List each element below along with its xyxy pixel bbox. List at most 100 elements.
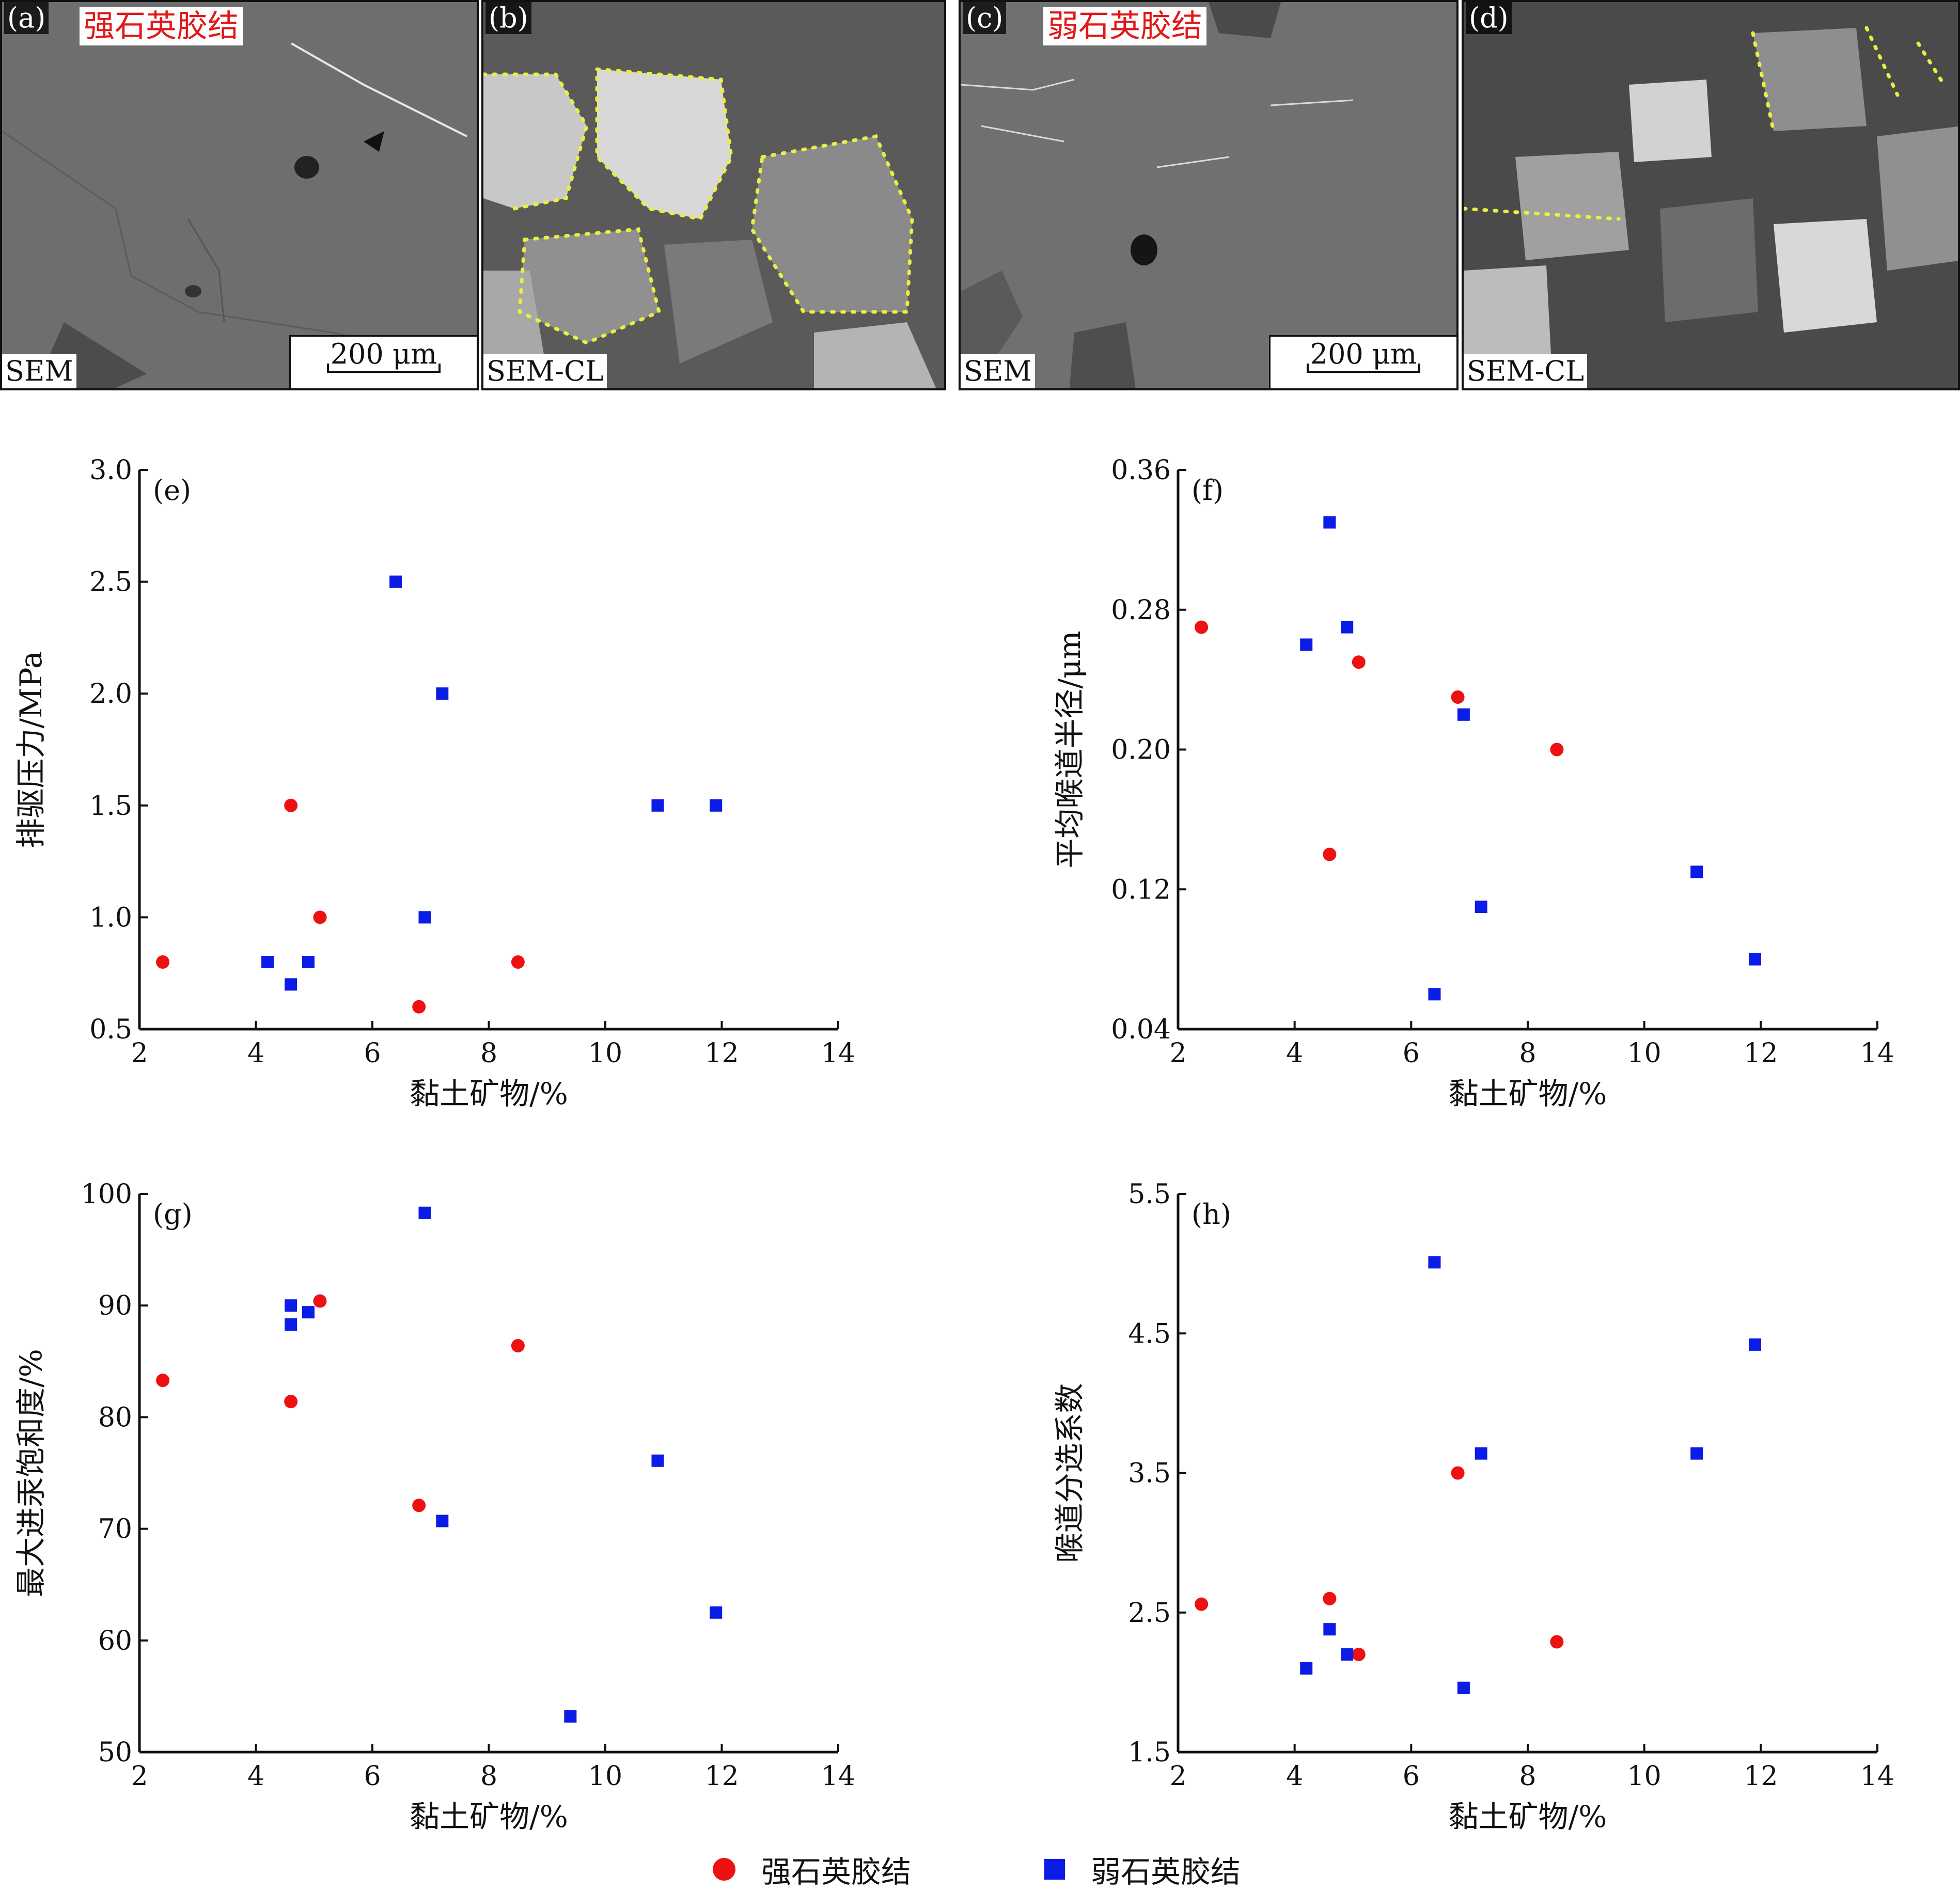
data-point-weak xyxy=(1475,901,1487,913)
data-point-weak xyxy=(285,1318,297,1331)
data-point-weak xyxy=(1323,516,1336,529)
x-axis-label: 黏土矿物/% xyxy=(1449,1076,1607,1111)
legend-circle-marker xyxy=(713,1858,735,1881)
data-point-weak xyxy=(418,1206,431,1219)
y-tick-label: 90 xyxy=(98,1290,132,1321)
x-tick-label: 8 xyxy=(480,1761,497,1792)
data-point-weak xyxy=(1428,988,1441,1001)
data-point-weak xyxy=(1341,1648,1354,1661)
x-tick-label: 4 xyxy=(1286,1038,1303,1069)
data-point-weak xyxy=(1690,1447,1703,1460)
data-point-weak xyxy=(710,1606,723,1619)
y-tick-label: 1.0 xyxy=(89,902,132,933)
scale-bar-c: 200 μm xyxy=(1269,335,1456,388)
panel-label: (g) xyxy=(153,1198,193,1231)
x-tick-label: 12 xyxy=(1744,1761,1778,1792)
data-point-strong xyxy=(284,798,298,812)
y-tick-label: 1.5 xyxy=(89,791,132,822)
x-tick-label: 14 xyxy=(821,1761,855,1792)
data-point-weak xyxy=(1300,1662,1313,1675)
x-tick-label: 12 xyxy=(704,1761,739,1792)
panel-label-d: (d) xyxy=(1466,2,1512,34)
panel-label: (h) xyxy=(1191,1198,1231,1231)
y-axis-label: 最大进汞饱和度/% xyxy=(13,1349,49,1597)
legend-weak: 弱石英胶结 xyxy=(1044,1851,1241,1889)
x-tick-label: 8 xyxy=(1519,1761,1536,1792)
x-tick-label: 14 xyxy=(1860,1761,1894,1792)
micrograph-d: (d) SEM-CL xyxy=(1462,0,1960,390)
panel-label-b: (b) xyxy=(485,2,531,34)
x-tick-label: 12 xyxy=(1744,1038,1778,1069)
data-point-strong xyxy=(1352,655,1366,669)
x-tick-label: 14 xyxy=(1860,1038,1894,1069)
y-tick-label: 4.5 xyxy=(1128,1318,1171,1349)
image-type-d: SEM-CL xyxy=(1464,354,1588,388)
y-tick-label: 0.28 xyxy=(1111,595,1171,626)
x-tick-label: 12 xyxy=(704,1038,739,1069)
data-point-weak xyxy=(436,1515,449,1527)
data-point-weak xyxy=(710,799,723,812)
x-tick-label: 6 xyxy=(1403,1761,1420,1792)
data-point-weak xyxy=(1457,708,1470,721)
y-tick-label: 0.20 xyxy=(1111,735,1171,766)
x-axis-label: 黏土矿物/% xyxy=(410,1076,568,1111)
data-point-strong xyxy=(1195,1597,1209,1611)
y-tick-label: 100 xyxy=(81,1179,132,1210)
y-tick-label: 2.0 xyxy=(89,679,132,710)
x-tick-label: 2 xyxy=(1169,1038,1186,1069)
data-point-weak xyxy=(1749,953,1762,966)
y-tick-label: 70 xyxy=(98,1514,132,1545)
sem-texture-c xyxy=(961,2,1354,388)
y-tick-label: 60 xyxy=(98,1626,132,1657)
scale-bar-a: 200 μm xyxy=(289,335,477,388)
scale-line-a xyxy=(327,364,441,373)
y-tick-label: 0.36 xyxy=(1111,455,1171,486)
data-point-strong xyxy=(1323,1591,1337,1605)
y-tick-label: 3.5 xyxy=(1128,1458,1171,1489)
x-tick-label: 6 xyxy=(364,1038,381,1069)
y-tick-label: 80 xyxy=(98,1402,132,1433)
data-point-strong xyxy=(1550,1635,1564,1649)
data-point-strong xyxy=(313,910,327,924)
scale-text-c: 200 μm xyxy=(1310,338,1417,370)
data-point-weak xyxy=(1300,638,1313,651)
y-tick-label: 2.5 xyxy=(89,567,132,598)
x-axis-label: 黏土矿物/% xyxy=(410,1799,568,1834)
y-tick-label: 0.5 xyxy=(89,1014,132,1045)
x-tick-label: 10 xyxy=(588,1038,622,1069)
y-tick-label: 0.04 xyxy=(1111,1014,1171,1045)
y-tick-label: 5.5 xyxy=(1128,1179,1171,1210)
data-point-strong xyxy=(511,1339,525,1353)
x-axis-label: 黏土矿物/% xyxy=(1449,1799,1607,1834)
data-point-strong xyxy=(284,1395,298,1409)
x-tick-label: 6 xyxy=(1403,1038,1420,1069)
x-tick-label: 8 xyxy=(1519,1038,1536,1069)
chart-panel-2 xyxy=(138,1193,839,1754)
data-point-weak xyxy=(651,799,664,812)
data-point-weak xyxy=(1323,1623,1336,1636)
y-tick-label: 3.0 xyxy=(89,455,132,486)
data-point-weak xyxy=(1475,1447,1487,1460)
panel-title-a: 强石英胶结 xyxy=(80,7,243,45)
sem-cl-texture-d xyxy=(1464,26,1958,374)
scale-line-c xyxy=(1307,364,1420,373)
data-point-strong xyxy=(412,1000,426,1014)
data-point-strong xyxy=(1195,620,1209,634)
x-tick-label: 4 xyxy=(247,1761,264,1792)
sem-cl-texture-b xyxy=(483,67,936,388)
chart-panel-1 xyxy=(1177,469,1878,1031)
data-point-weak xyxy=(1341,621,1354,634)
data-point-strong xyxy=(313,1294,327,1308)
data-point-strong xyxy=(412,1499,426,1512)
data-point-strong xyxy=(1352,1647,1366,1661)
x-tick-label: 2 xyxy=(131,1038,148,1069)
data-point-weak xyxy=(436,687,449,700)
data-point-strong xyxy=(511,955,525,969)
data-point-strong xyxy=(156,1374,170,1388)
data-point-strong xyxy=(1451,1466,1465,1480)
micrograph-c: (c) 弱石英胶结 SEM 200 μm xyxy=(959,0,1459,390)
x-tick-label: 6 xyxy=(364,1761,381,1792)
panel-label: (f) xyxy=(1191,474,1224,507)
chart-panel-3 xyxy=(1177,1193,1878,1754)
